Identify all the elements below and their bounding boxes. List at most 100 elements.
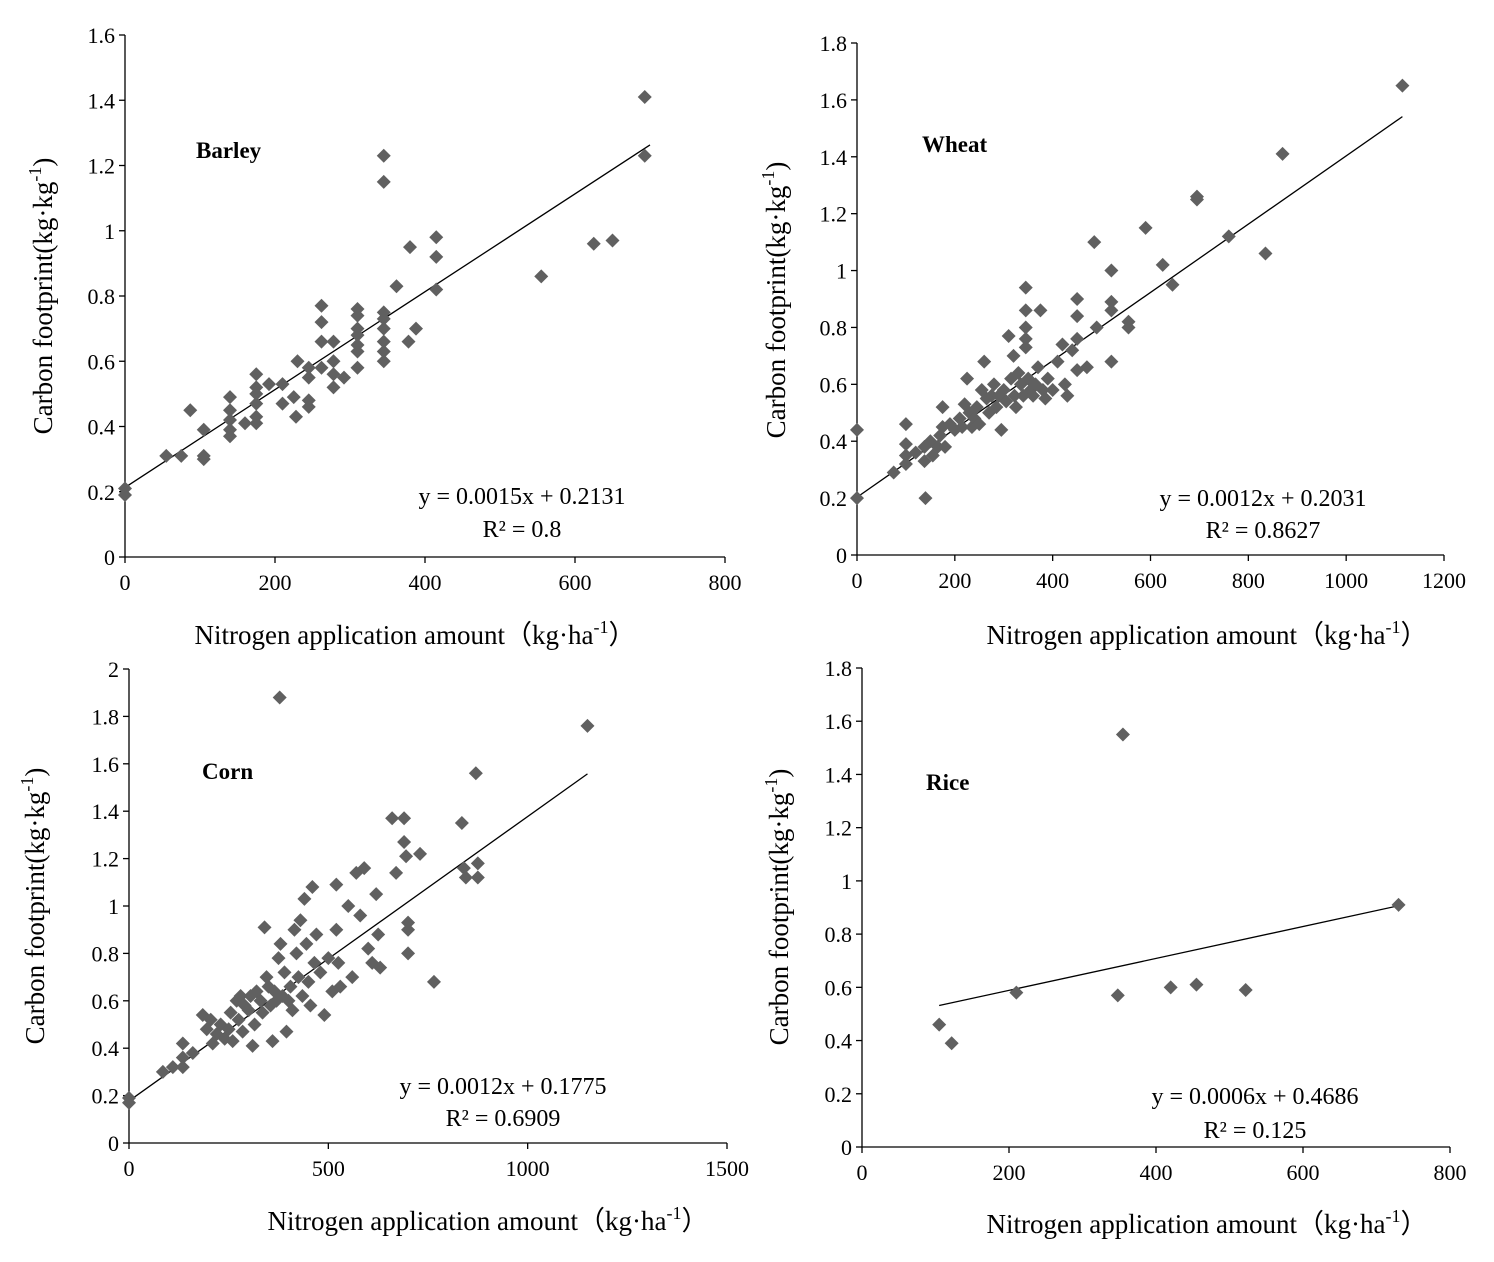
y-tick-label: 0.8 — [88, 284, 116, 309]
regression-equation: y = 0.0012x + 0.1775 — [399, 1074, 606, 1100]
data-point — [1138, 220, 1153, 235]
y-tick-label: 0.4 — [88, 415, 116, 440]
y-axis-title: Carbon footprint(kg·kg-1) — [25, 158, 58, 435]
y-tick-label: 0.2 — [825, 1082, 853, 1107]
data-point — [271, 951, 286, 966]
y-axis-title-main: Carbon footprint(kg·kg — [20, 792, 50, 1045]
data-point — [221, 1022, 236, 1037]
data-point — [1006, 348, 1021, 363]
data-point — [1070, 309, 1085, 324]
x-tick-label: 600 — [559, 570, 592, 595]
data-point — [1165, 277, 1180, 292]
y-tick-label: 0 — [108, 1131, 119, 1156]
data-point — [996, 383, 1011, 398]
data-point — [373, 960, 388, 975]
data-point — [314, 360, 329, 375]
data-point — [637, 148, 652, 163]
y-axis-title: Carbon footprint(kg·kg-1) — [758, 162, 791, 439]
r-squared: R² = 0.6909 — [446, 1106, 561, 1132]
data-point — [994, 422, 1009, 437]
data-point — [1038, 391, 1053, 406]
x-tick-label: 500 — [312, 1156, 345, 1181]
data-point — [1115, 727, 1130, 742]
data-point — [1065, 343, 1080, 358]
data-point — [326, 367, 341, 382]
data-point — [1055, 337, 1070, 352]
data-point — [898, 456, 913, 471]
y-tick-label: 1.6 — [825, 709, 853, 734]
data-point — [175, 1050, 190, 1065]
chart-barley: 0 0.2 0.4 0.6 0.8 1 1.2 1.4 1.6 0 200 400 600 800 Barl… — [25, 23, 742, 650]
y-tick-label: 0.6 — [825, 975, 853, 1000]
y-axis-title-sup: -1 — [761, 778, 781, 793]
data-point — [165, 1060, 180, 1075]
data-point — [586, 236, 601, 251]
data-point — [470, 870, 485, 885]
data-point — [297, 891, 312, 906]
data-point — [265, 1034, 280, 1049]
regression-equation: y = 0.0012x + 0.2031 — [1159, 486, 1366, 512]
r-squared: R² = 0.125 — [1204, 1118, 1307, 1144]
data-point — [223, 390, 237, 405]
x-axis-title: Nitrogen application amount（kg·ha-1） — [268, 1203, 709, 1236]
y-tick-label: 1.6 — [88, 23, 116, 48]
data-point — [1018, 331, 1033, 346]
x-axis-title-main: Nitrogen application amount（kg·ha — [195, 620, 594, 650]
data-point — [255, 1005, 270, 1020]
data-point — [401, 922, 416, 937]
x-axis-title: Nitrogen application amount（kg·ha-1） — [987, 617, 1428, 650]
x-tick-label: 1000 — [506, 1156, 550, 1181]
data-point — [295, 989, 310, 1004]
crop-label: Corn — [202, 759, 253, 784]
data-point — [1238, 982, 1253, 997]
data-point — [337, 370, 351, 385]
y-tick-label: 1.8 — [825, 656, 853, 681]
data-point — [331, 955, 346, 970]
x-tick-label: 400 — [1036, 568, 1069, 593]
data-point — [235, 1024, 250, 1039]
data-point — [333, 979, 348, 994]
data-point — [273, 936, 288, 951]
data-point — [317, 1008, 332, 1023]
y-axis-title-main: Carbon footprint(kg·kg — [764, 793, 794, 1046]
x-tick-label: 0 — [124, 1156, 135, 1181]
y-tick-label: 1.4 — [825, 762, 853, 787]
x-axis-title: Nitrogen application amount（kg·ha-1） — [195, 617, 636, 650]
data-point — [468, 766, 483, 781]
data-point — [357, 861, 372, 876]
x-axis-title-sup: -1 — [1385, 617, 1400, 637]
y-axis-title-end: ) — [20, 768, 50, 777]
data-point — [293, 913, 308, 928]
data-point — [277, 965, 292, 980]
data-point — [429, 249, 444, 264]
y-tick-label: 0.8 — [820, 315, 848, 340]
data-point — [301, 360, 316, 375]
data-point — [960, 371, 975, 386]
data-point — [321, 951, 336, 966]
y-tick-label: 0 — [836, 543, 847, 568]
data-point — [938, 439, 953, 454]
data-point — [580, 718, 595, 733]
data-point — [275, 377, 290, 392]
y-tick-label: 1.2 — [820, 202, 848, 227]
data-point — [196, 422, 211, 437]
data-point — [409, 321, 423, 336]
x-tick-label: 800 — [709, 570, 742, 595]
y-axis-title: Carbon footprint(kg·kg-1) — [761, 769, 794, 1046]
x-tick-label: 200 — [938, 568, 971, 593]
x-tick-label: 0 — [857, 1160, 868, 1185]
data-point — [314, 334, 329, 349]
data-point — [175, 1060, 190, 1075]
data-point — [303, 998, 318, 1013]
data-point — [313, 965, 328, 980]
data-point — [329, 922, 344, 937]
crop-label: Rice — [926, 770, 969, 795]
data-point — [118, 488, 132, 503]
data-point — [397, 835, 412, 850]
data-point — [262, 377, 276, 392]
data-point — [369, 887, 384, 902]
data-point — [299, 936, 314, 951]
data-point — [301, 370, 316, 385]
data-point — [290, 354, 305, 369]
data-point — [850, 422, 864, 437]
